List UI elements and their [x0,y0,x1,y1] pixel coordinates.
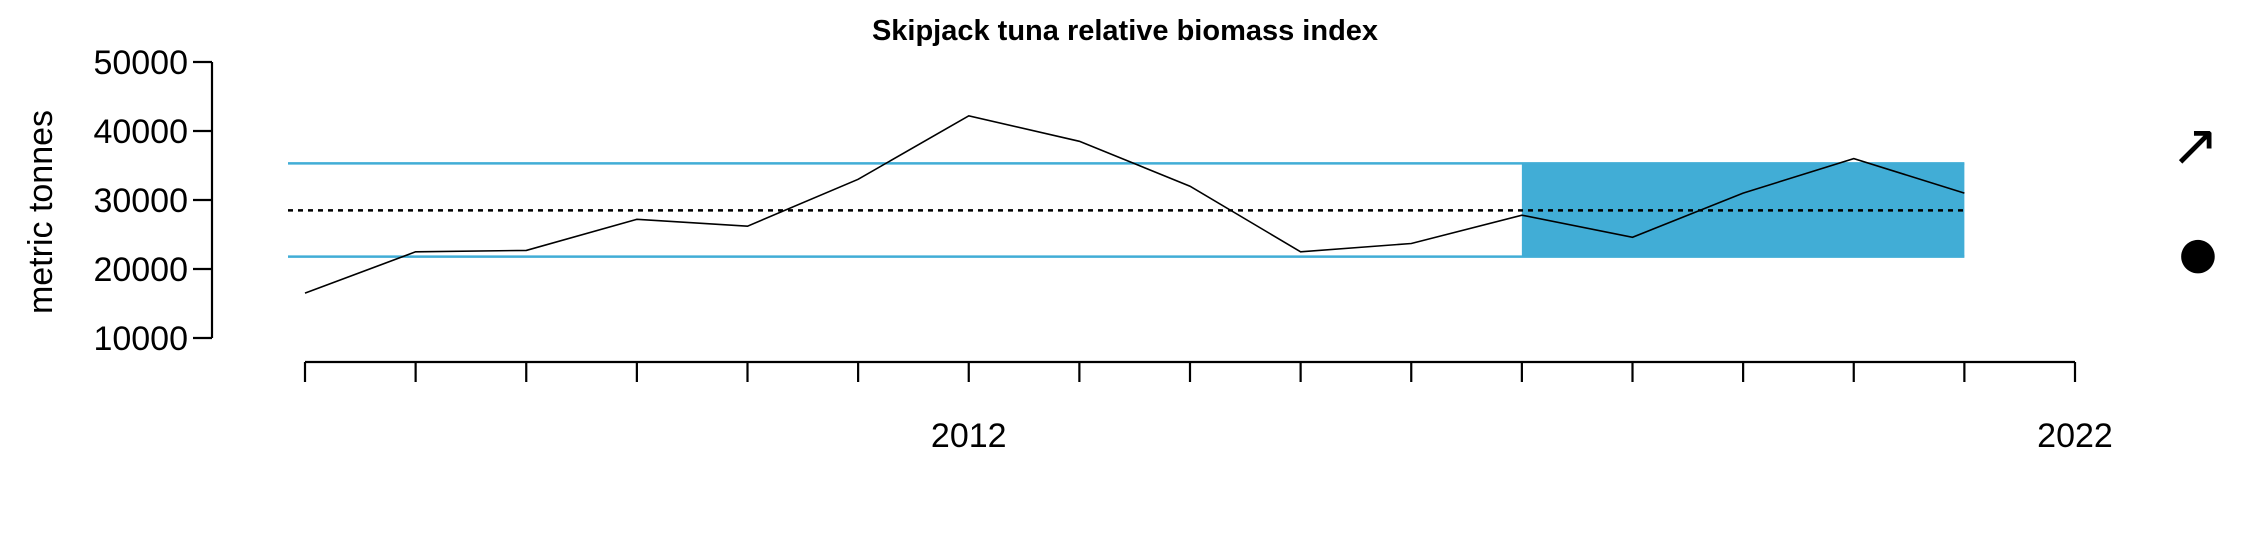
y-tick-label: 20000 [93,251,188,289]
y-axis-label: metric tonnes [22,110,60,314]
series-line [304,114,1965,294]
y-tick-label: 30000 [93,182,188,220]
y-tick-label: 10000 [93,320,188,358]
status-dot-icon: ● [2179,228,2217,279]
y-tick-label: 50000 [93,44,188,82]
trend-arrow-icon: ↗ [2171,111,2220,179]
series-layer [304,114,1965,294]
y-tick-label: 40000 [93,113,188,151]
x-tick-label: 2022 [2037,417,2113,455]
reference-lines-layer [288,162,1965,258]
axes-layer: 10000 20000 30000 40000 50000 2012 2022 [93,44,2112,455]
x-tick-label: 2012 [931,417,1007,455]
chart-title: Skipjack tuna relative biomass index [872,15,1378,47]
